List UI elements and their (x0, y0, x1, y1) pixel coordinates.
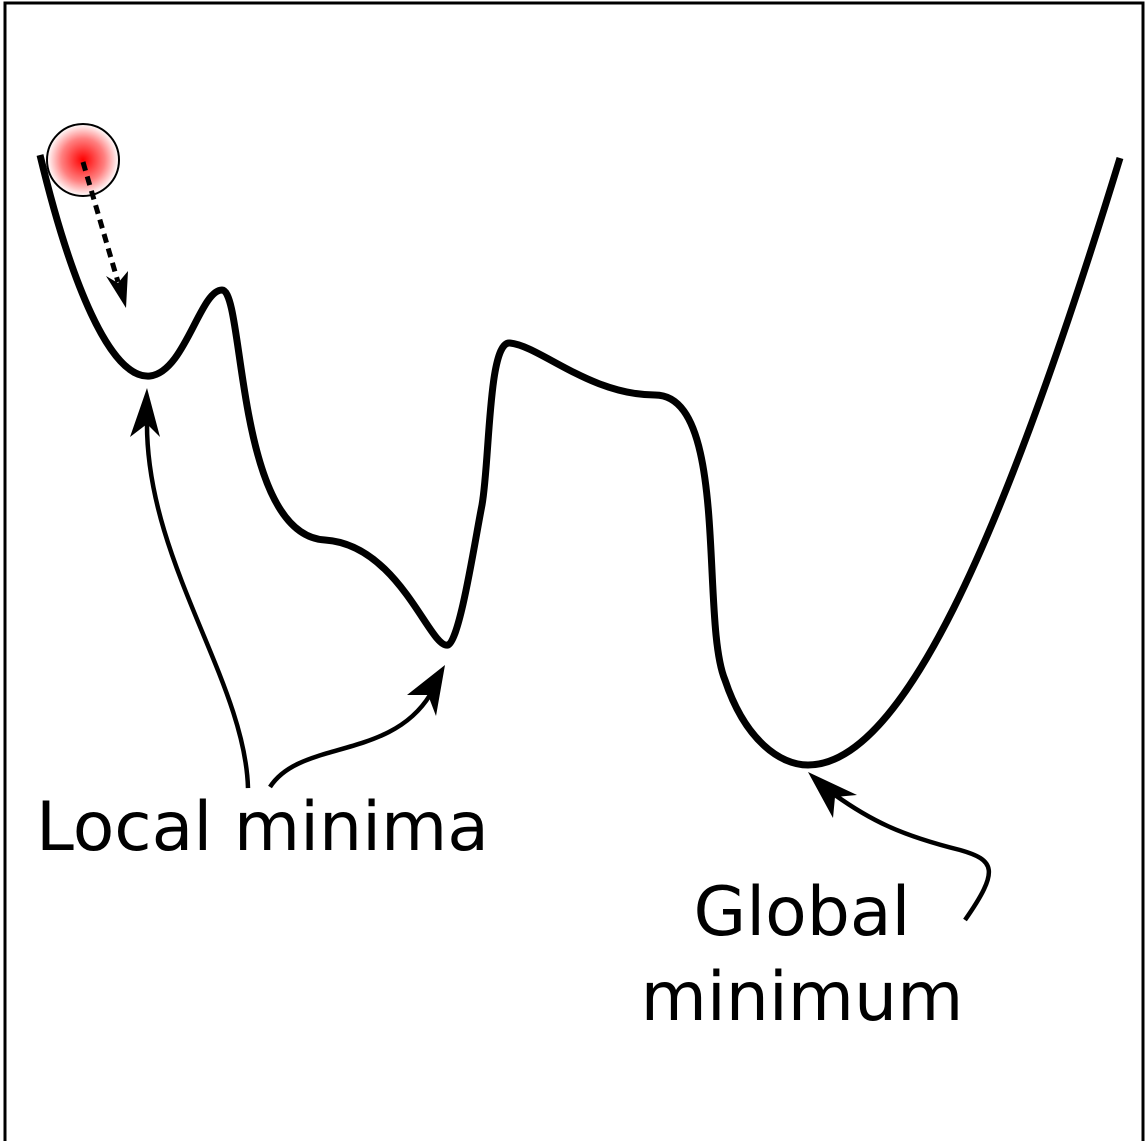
fall-arrowhead (106, 271, 128, 308)
fall-arrow (80, 161, 121, 283)
arrowhead-global (808, 772, 857, 818)
minimum-label: minimum (641, 958, 964, 1037)
loss-curve (36, 154, 1124, 769)
global-label: Global (694, 873, 911, 952)
arrowhead-local-2 (407, 665, 445, 716)
arrow-local-1 (144, 419, 251, 789)
local-minima-label: Local minima (36, 788, 489, 867)
arrow-global (833, 793, 992, 922)
arrowhead-local-1 (130, 388, 160, 437)
frame (3, 1, 1145, 1141)
arrow-local-2 (268, 693, 432, 789)
ball (46, 123, 120, 197)
